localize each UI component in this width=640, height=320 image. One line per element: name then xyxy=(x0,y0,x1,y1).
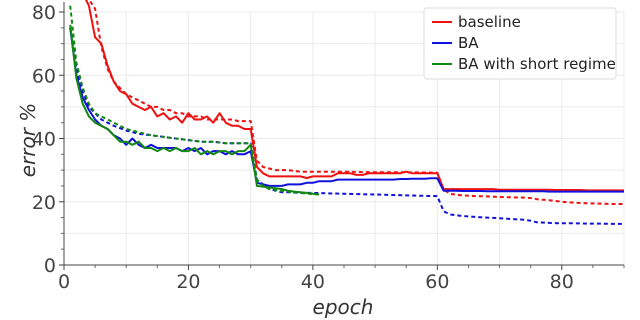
x-tick-label: 0 xyxy=(58,271,70,293)
series-line-5-dashed xyxy=(69,5,320,196)
y-tick-label: 0 xyxy=(44,255,56,277)
legend-box xyxy=(423,7,617,80)
y-tick-label: 60 xyxy=(32,65,56,87)
legend-label: BA with short regime xyxy=(458,55,616,73)
series-line-4-solid xyxy=(69,24,320,196)
legend-label: BA xyxy=(458,34,479,52)
y-tick-label: 40 xyxy=(32,129,56,151)
series-clip-group xyxy=(69,0,624,225)
series-line-0-solid xyxy=(85,0,624,192)
y-tick-label: 80 xyxy=(32,2,56,24)
y-tick-label: 20 xyxy=(32,192,56,214)
x-tick-label: 60 xyxy=(425,271,449,293)
y-axis-title: error % xyxy=(16,103,40,178)
x-tick-label: 20 xyxy=(176,271,200,293)
x-tick-label: 80 xyxy=(550,271,574,293)
legend: baseline BA BA with short regime xyxy=(423,7,617,80)
axes: 0 20 40 60 80 0 20 40 60 80 xyxy=(32,2,625,293)
x-tick-label: 40 xyxy=(301,271,325,293)
legend-label: baseline xyxy=(458,13,521,31)
series-line-1-dashed xyxy=(88,0,624,205)
x-axis-title: epoch xyxy=(313,295,374,319)
series-group xyxy=(69,0,624,225)
